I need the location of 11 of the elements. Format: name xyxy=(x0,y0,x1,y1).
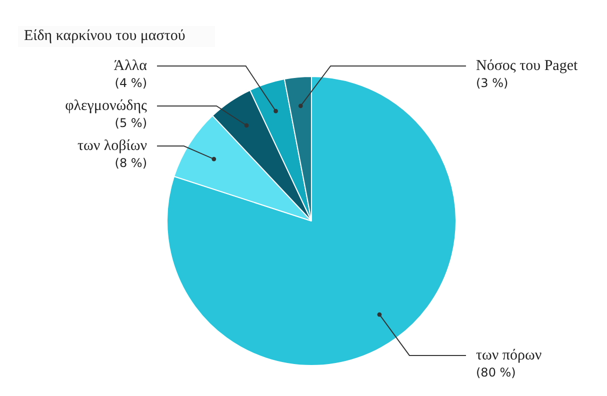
data-label: (3 %) xyxy=(476,76,508,90)
slice-label: των πόρων xyxy=(476,347,542,364)
data-label: (5 %) xyxy=(114,116,147,130)
slice-label: φλεγμονώδης xyxy=(65,98,148,114)
chart-title: Είδη καρκίνου του μαστού xyxy=(18,26,216,47)
data-label: (8 %) xyxy=(114,156,147,170)
data-label: (4 %) xyxy=(114,76,147,90)
slice-label: Νόσος του Paget xyxy=(476,58,578,74)
slice-label: των λοβίων xyxy=(77,138,148,154)
data-label: (80 %) xyxy=(476,366,516,380)
slice-label: Άλλα xyxy=(114,58,148,74)
